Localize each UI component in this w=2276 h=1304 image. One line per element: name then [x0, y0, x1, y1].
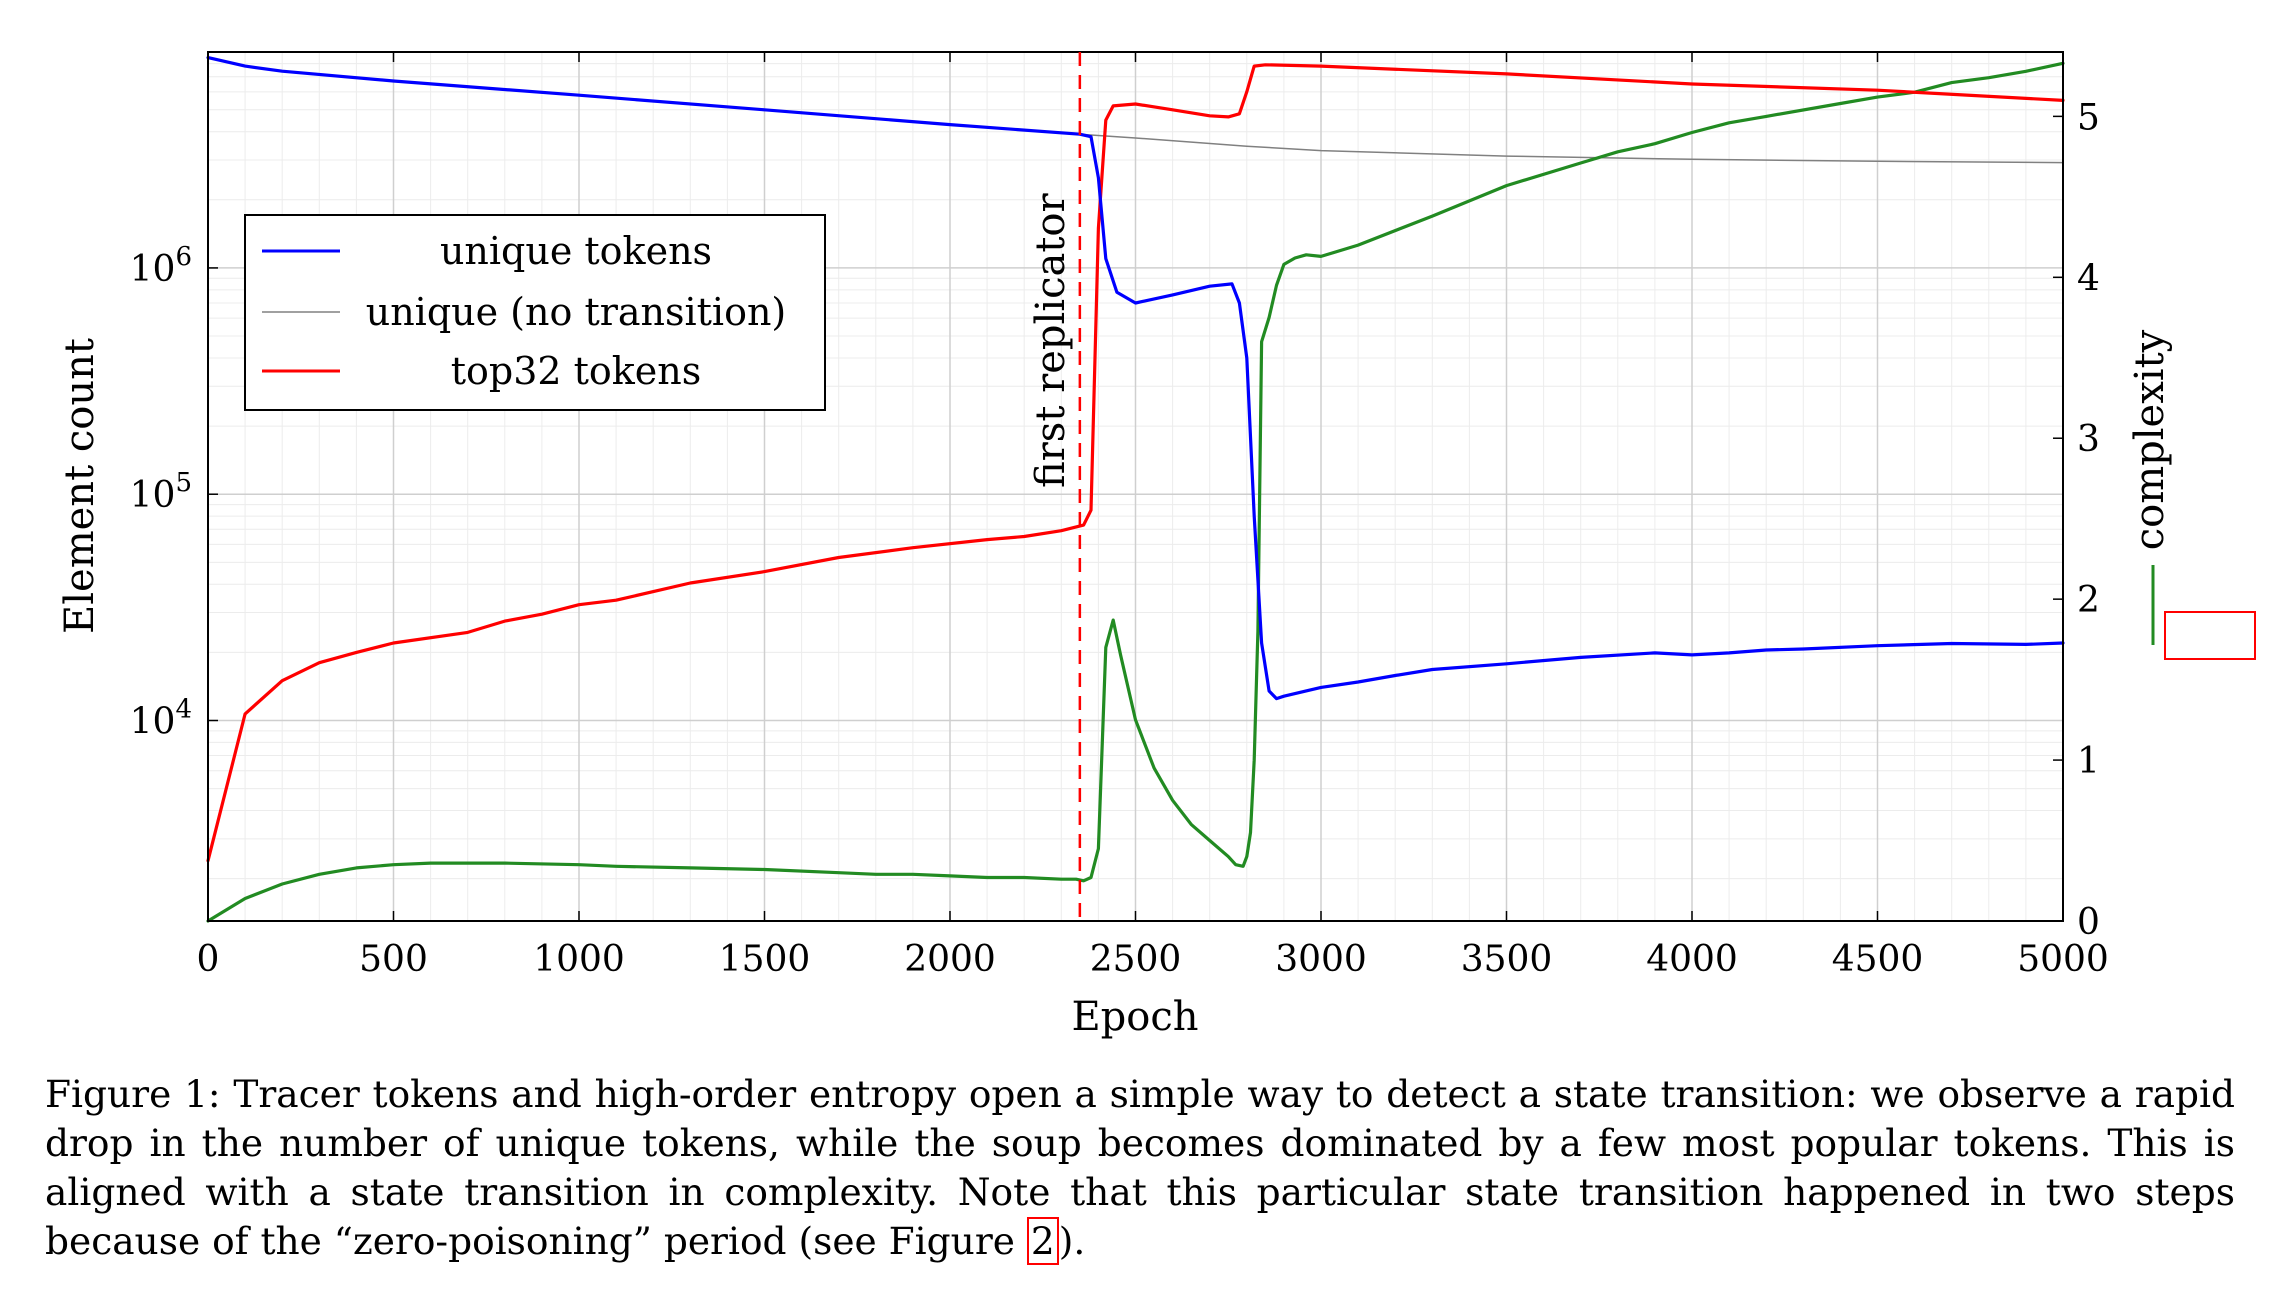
y-left-tick-label: 106 — [130, 242, 192, 290]
series-complexity — [206, 61, 2065, 923]
y-right-tick-label: 5 — [2077, 97, 2100, 138]
x-tick-label: 500 — [359, 939, 428, 980]
x-axis-label: Epoch — [1071, 994, 1198, 1040]
y-axis-right-label: complexity — [2127, 329, 2173, 550]
y-right-tick-label: 4 — [2077, 258, 2100, 299]
x-tick-label: 1000 — [533, 939, 625, 980]
legend-label-unique-tokens: unique tokens — [440, 229, 712, 273]
legend-label-unique-no-transition: unique (no transition) — [366, 290, 787, 334]
y-left-tick-label: 105 — [130, 468, 192, 516]
chart: 0 500 1000 1500 2000 2500 3000 3500 4000 4500 5000… — [57, 51, 2256, 1040]
first-replicator-label: first replicator — [1028, 192, 1074, 488]
major-grid — [207, 52, 2064, 921]
x-tick-label: 5000 — [2017, 939, 2109, 980]
y-axis-left-label: Element count — [57, 338, 103, 634]
annotation-layer: first replicator — [1028, 52, 1082, 921]
y-right-tick-label: 3 — [2077, 419, 2100, 460]
x-tick-label: 2000 — [904, 939, 996, 980]
caption-tail: ). — [1058, 1219, 1086, 1263]
figure-caption: Figure 1: Tracer tokens and high-order e… — [45, 1070, 2235, 1266]
x-tick-label: 0 — [197, 939, 220, 980]
series-unique-tokens — [206, 55, 2065, 701]
y-right-tick-label: 0 — [2077, 902, 2100, 943]
legend-label-top32-tokens: top32 tokens — [451, 349, 702, 393]
y-left-tick-label: 104 — [130, 694, 192, 742]
x-tick-label: 4500 — [1832, 939, 1924, 980]
x-tick-label: 4000 — [1646, 939, 1738, 980]
figure-reference-link[interactable]: 2 — [1026, 1217, 1059, 1265]
y-right-tick-label: 2 — [2077, 580, 2100, 621]
x-tick-label: 3500 — [1461, 939, 1553, 980]
ticks-layer: 0 500 1000 1500 2000 2500 3000 3500 4000 4500 5000… — [130, 52, 2109, 980]
x-tick-label: 3000 — [1275, 939, 1367, 980]
series-top32-tokens — [206, 63, 2065, 863]
y-right-tick-label: 1 — [2077, 741, 2100, 782]
x-tick-label: 2500 — [1090, 939, 1182, 980]
x-tick-label: 1500 — [719, 939, 811, 980]
broken-ref-box — [2164, 611, 2256, 660]
caption-text: Figure 1: Tracer tokens and high-order e… — [45, 1072, 2235, 1263]
legend-box — [244, 214, 826, 411]
legend: unique tokens unique (no transition) top… — [244, 214, 826, 411]
